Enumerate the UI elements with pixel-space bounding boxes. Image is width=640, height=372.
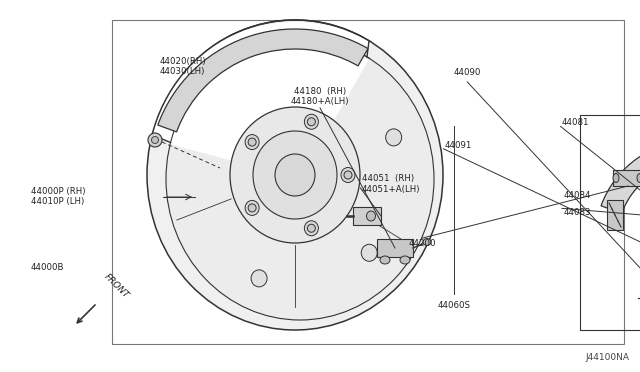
Ellipse shape bbox=[613, 173, 619, 183]
Ellipse shape bbox=[245, 135, 259, 150]
Ellipse shape bbox=[275, 154, 315, 196]
Ellipse shape bbox=[305, 221, 318, 236]
Ellipse shape bbox=[386, 129, 402, 146]
Ellipse shape bbox=[344, 171, 352, 179]
Text: FRONT: FRONT bbox=[102, 272, 130, 300]
Text: 44200: 44200 bbox=[408, 239, 436, 248]
Ellipse shape bbox=[147, 20, 443, 330]
Text: 44020(RH)
44030(LH): 44020(RH) 44030(LH) bbox=[159, 57, 205, 76]
Ellipse shape bbox=[166, 38, 434, 320]
Wedge shape bbox=[601, 140, 640, 213]
Ellipse shape bbox=[248, 138, 256, 146]
Bar bbox=[580, 115, 640, 330]
Ellipse shape bbox=[148, 133, 162, 147]
Text: 44091: 44091 bbox=[445, 141, 472, 150]
Wedge shape bbox=[147, 22, 371, 175]
Bar bbox=[353, 207, 381, 225]
Ellipse shape bbox=[367, 211, 376, 221]
Ellipse shape bbox=[380, 256, 390, 264]
Bar bbox=[112, 20, 624, 344]
Text: 44081: 44081 bbox=[562, 118, 589, 127]
Bar bbox=[377, 239, 413, 257]
Text: 44090: 44090 bbox=[454, 68, 481, 77]
Ellipse shape bbox=[361, 244, 377, 261]
Text: 44083: 44083 bbox=[563, 208, 591, 217]
Ellipse shape bbox=[251, 270, 267, 287]
Ellipse shape bbox=[253, 131, 337, 219]
Ellipse shape bbox=[307, 224, 316, 232]
Ellipse shape bbox=[400, 256, 410, 264]
Ellipse shape bbox=[341, 167, 355, 183]
Ellipse shape bbox=[152, 137, 159, 144]
Text: J44100NA: J44100NA bbox=[585, 353, 629, 362]
Ellipse shape bbox=[423, 238, 431, 246]
Bar bbox=[613, 170, 640, 186]
Wedge shape bbox=[158, 29, 368, 132]
Ellipse shape bbox=[248, 204, 256, 212]
Bar bbox=[607, 200, 623, 230]
Ellipse shape bbox=[245, 201, 259, 215]
Wedge shape bbox=[168, 42, 369, 179]
Text: 44051  (RH)
44051+A(LH): 44051 (RH) 44051+A(LH) bbox=[362, 174, 420, 194]
Text: 44060S: 44060S bbox=[438, 301, 471, 310]
Text: 44000P (RH)
44010P (LH): 44000P (RH) 44010P (LH) bbox=[31, 187, 85, 206]
Ellipse shape bbox=[307, 118, 316, 126]
Ellipse shape bbox=[305, 114, 318, 129]
Text: 44000B: 44000B bbox=[31, 263, 64, 272]
Ellipse shape bbox=[230, 107, 360, 243]
Text: 44084: 44084 bbox=[563, 191, 591, 200]
Ellipse shape bbox=[637, 173, 640, 183]
Text: 44180  (RH)
44180+A(LH): 44180 (RH) 44180+A(LH) bbox=[291, 87, 349, 106]
